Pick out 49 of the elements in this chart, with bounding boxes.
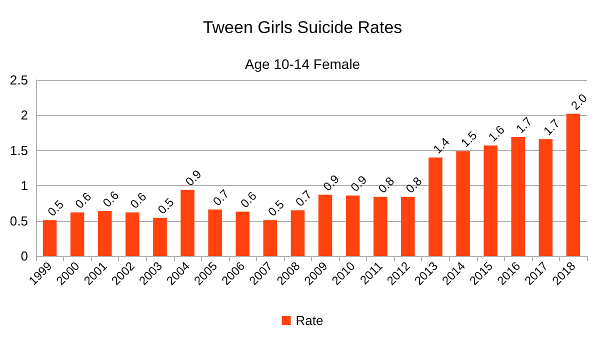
y-tick-label: 1.5 <box>10 142 28 158</box>
bar <box>428 157 442 256</box>
data-label: 0.7 <box>210 186 232 208</box>
data-label: 0.5 <box>155 195 177 217</box>
chart-subtitle: Age 10-14 Female <box>244 56 360 72</box>
bar <box>511 137 526 256</box>
bar <box>346 195 360 256</box>
chart-title: Tween Girls Suicide Rates <box>202 18 402 37</box>
y-tick-label: 0.5 <box>10 213 28 228</box>
bar <box>373 196 388 256</box>
data-label: 1.7 <box>540 116 563 138</box>
data-label: 0.7 <box>292 187 315 210</box>
y-tick-label: 1 <box>20 178 28 194</box>
data-label: 0.6 <box>72 189 94 212</box>
legend-label: Rate <box>296 313 324 328</box>
bar <box>538 139 553 256</box>
bar <box>208 210 222 256</box>
bar <box>70 212 84 256</box>
data-label: 0.9 <box>320 172 342 194</box>
data-label: 1.6 <box>486 122 508 144</box>
data-label: 0.8 <box>402 174 425 196</box>
data-label: 1.5 <box>458 128 480 150</box>
bar <box>153 218 167 256</box>
bar <box>318 194 332 256</box>
data-label: 0.5 <box>44 197 67 220</box>
data-label: 0.6 <box>100 188 122 210</box>
data-label: 0.6 <box>238 188 260 211</box>
bar <box>126 212 140 256</box>
y-tick-label: 0 <box>20 248 28 264</box>
data-label: 0.9 <box>182 166 204 189</box>
bar <box>42 220 57 256</box>
bar <box>290 210 305 256</box>
bar <box>236 212 250 256</box>
bar <box>263 220 278 256</box>
data-label: 1.4 <box>430 134 452 156</box>
bar <box>401 196 415 256</box>
y-tick-label: 2 <box>20 108 28 123</box>
data-label: 1.7 <box>513 114 536 136</box>
bar <box>456 151 470 256</box>
data-label: 0.5 <box>265 197 288 220</box>
bar <box>180 190 194 256</box>
data-label: 0.8 <box>375 174 398 196</box>
data-label: 0.9 <box>348 172 370 194</box>
bar <box>98 210 112 256</box>
bar <box>484 145 498 256</box>
y-tick-label: 2.5 <box>10 72 28 88</box>
data-label: 2.0 <box>568 90 590 113</box>
data-label: 0.6 <box>127 189 150 212</box>
bar <box>566 114 580 256</box>
